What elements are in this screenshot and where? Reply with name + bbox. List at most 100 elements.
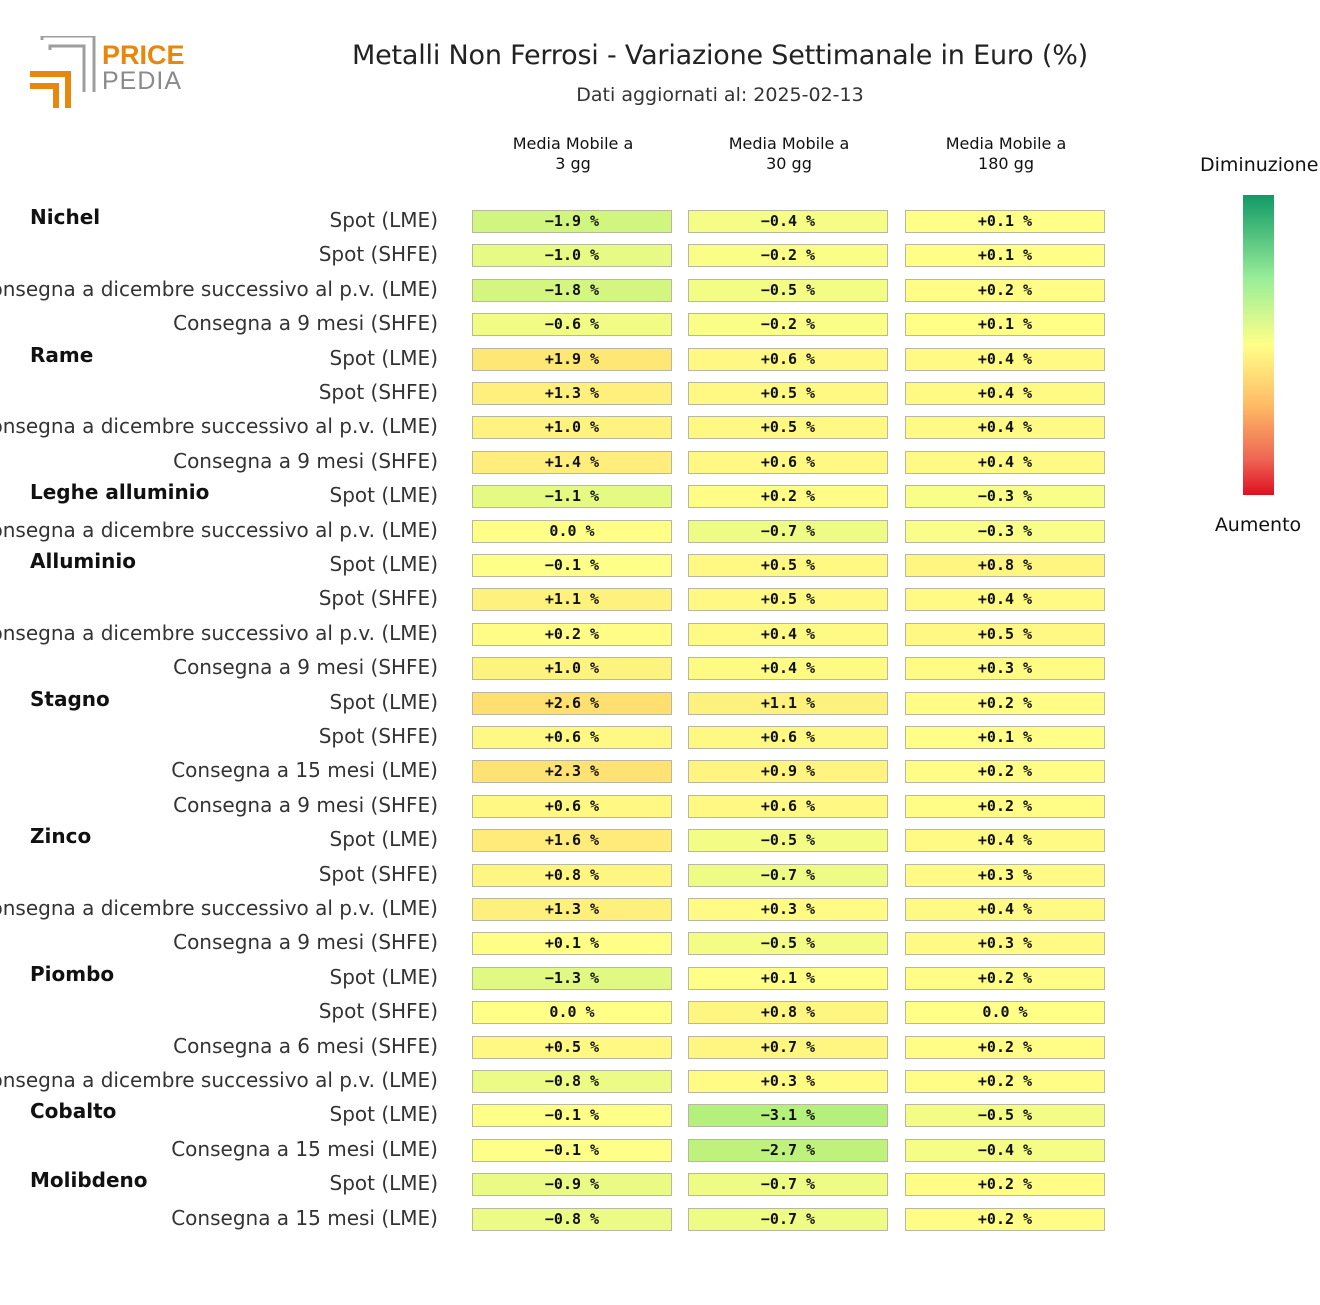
heatmap-cell: +1.0 %: [472, 416, 672, 440]
heatmap-cell: −1.8 %: [472, 278, 672, 302]
heatmap-cell: −0.7 %: [688, 1207, 888, 1231]
heatmap-cell: +0.6 %: [688, 450, 888, 474]
heatmap-cell: +0.1 %: [472, 932, 672, 956]
heatmap-cell: −0.2 %: [688, 244, 888, 268]
heatmap-cell: +0.1 %: [905, 313, 1105, 337]
heatmap-cell: −0.1 %: [472, 1104, 672, 1128]
heatmap-cell: +1.1 %: [688, 691, 888, 715]
heatmap-cell: +0.4 %: [905, 588, 1105, 612]
heatmap-cell: +0.5 %: [688, 554, 888, 577]
logo-word-pedia: PEDIA: [102, 67, 182, 95]
row-label: Consegna a 15 mesi (LME): [171, 1136, 438, 1161]
heatmap-cell: −0.9 %: [472, 1173, 672, 1197]
legend-color-scale: [1243, 195, 1274, 495]
heatmap-cell: +1.3 %: [472, 898, 672, 921]
column-header: Media Mobile a 30 gg: [728, 134, 850, 173]
heatmap-cell: +2.6 %: [472, 691, 672, 715]
heatmap-cell: −0.6 %: [472, 313, 672, 337]
row-label: Consegna a dicembre successivo al p.v. (…: [0, 517, 438, 542]
heatmap-cell: +0.4 %: [905, 898, 1105, 921]
row-label: Spot (SHFE): [318, 861, 438, 886]
heatmap-cell: +0.1 %: [905, 726, 1105, 749]
heatmap-cell: +0.4 %: [905, 416, 1105, 440]
heatmap-cell: +0.8 %: [688, 1001, 888, 1025]
logo-word-price: PRICE: [102, 40, 185, 70]
row-label: Consegna a dicembre successivo al p.v. (…: [0, 620, 438, 645]
heatmap-cell: +0.5 %: [688, 588, 888, 612]
row-label: Consegna a dicembre successivo al p.v. (…: [0, 414, 438, 439]
heatmap-cell: +0.5 %: [688, 382, 888, 405]
row-label: Spot (LME): [329, 1102, 438, 1127]
heatmap-cell: +0.2 %: [905, 760, 1105, 784]
heatmap-cell: +0.3 %: [905, 863, 1105, 887]
row-label: Spot (LME): [329, 964, 438, 989]
metal-group-label: Cobalto: [30, 1099, 117, 1124]
heatmap-cell: +0.6 %: [688, 347, 888, 371]
row-label: Consegna a dicembre successivo al p.v. (…: [0, 1068, 438, 1092]
heatmap-cell: +0.2 %: [905, 794, 1105, 818]
heatmap-cell: 0.0 %: [905, 1001, 1105, 1025]
metal-group-label: Piombo: [30, 961, 115, 986]
legend-bottom-label: Aumento: [1214, 514, 1302, 536]
chart-title: Metalli Non Ferrosi - Variazione Settima…: [351, 40, 1089, 71]
heatmap-cell: +0.9 %: [688, 760, 888, 784]
heatmap-cell: +0.2 %: [905, 1173, 1105, 1197]
heatmap-cell: 0.0 %: [472, 1001, 672, 1025]
heatmap-cell: +2.3 %: [472, 760, 672, 784]
heatmap-cell: +0.4 %: [905, 829, 1105, 853]
row-label: Spot (LME): [329, 1171, 438, 1196]
heatmap-cell: −0.1 %: [472, 1138, 672, 1162]
row-label: Consegna a 15 mesi (LME): [171, 1205, 438, 1230]
chart-subtitle: Dati aggiornati al: 2025-02-13: [576, 84, 864, 106]
heatmap-cell: +0.3 %: [905, 932, 1105, 956]
heatmap-cell: +0.7 %: [688, 1035, 888, 1059]
heatmap-cell: +1.1 %: [472, 588, 672, 612]
heatmap-cell: −0.8 %: [472, 1207, 672, 1231]
heatmap-cell: −0.7 %: [688, 1173, 888, 1197]
heatmap-cell: +0.6 %: [472, 794, 672, 818]
row-label: Consegna a 9 mesi (SHFE): [173, 792, 438, 817]
heatmap-cell: +0.4 %: [688, 657, 888, 681]
heatmap-cell: −1.1 %: [472, 485, 672, 509]
metal-group-label: Molibdeno: [30, 1168, 148, 1193]
row-label: Spot (LME): [329, 208, 438, 232]
pricepedia-logo: PRICE PEDIA: [30, 36, 185, 108]
heatmap-cell: +0.3 %: [688, 1070, 888, 1093]
heatmap-cell: +0.6 %: [472, 726, 672, 749]
heatmap-cell: +0.2 %: [905, 1207, 1105, 1231]
row-label: Consegna a 9 mesi (SHFE): [173, 930, 438, 955]
heatmap-cell: +0.2 %: [905, 691, 1105, 715]
row-label: Consegna a dicembre successivo al p.v. (…: [0, 896, 438, 920]
heatmap-cell: +0.4 %: [905, 450, 1105, 474]
row-label: Spot (SHFE): [318, 242, 438, 267]
heatmap-cell: +0.5 %: [905, 622, 1105, 646]
heatmap-cell: −3.1 %: [688, 1104, 888, 1128]
heatmap-cell: +0.5 %: [688, 416, 888, 440]
heatmap-cell: −2.7 %: [688, 1138, 888, 1162]
heatmap-cell: −0.2 %: [688, 313, 888, 337]
heatmap-cell: −0.5 %: [688, 278, 888, 302]
heatmap-cell: −0.3 %: [905, 485, 1105, 509]
heatmap-cell: 0.0 %: [472, 519, 672, 543]
heatmap-cell: +0.1 %: [688, 966, 888, 990]
heatmap-cell: +0.8 %: [472, 863, 672, 887]
metal-group-label: Nichel: [30, 205, 101, 229]
heatmap-cell: +0.3 %: [905, 657, 1105, 681]
row-label: Spot (SHFE): [318, 380, 438, 404]
heatmap-cell: +0.5 %: [472, 1035, 672, 1059]
heatmap-cell: −0.4 %: [905, 1138, 1105, 1162]
heatmap-cell: +0.2 %: [688, 485, 888, 509]
heatmap-cell: −0.5 %: [688, 829, 888, 853]
heatmap-cell: −1.0 %: [472, 244, 672, 268]
row-label: Spot (SHFE): [318, 724, 438, 748]
row-label: Spot (LME): [329, 483, 438, 508]
row-label: Consegna a 6 mesi (SHFE): [173, 1033, 438, 1058]
heatmap-cell: +0.6 %: [688, 726, 888, 749]
heatmap-cell: −0.8 %: [472, 1070, 672, 1093]
heatmap-cell: −0.7 %: [688, 863, 888, 887]
heatmap-cell: +0.1 %: [905, 244, 1105, 268]
heatmap-cell: +0.2 %: [905, 966, 1105, 990]
heatmap-cell: −0.5 %: [688, 932, 888, 956]
heatmap-cell: +0.3 %: [688, 898, 888, 921]
